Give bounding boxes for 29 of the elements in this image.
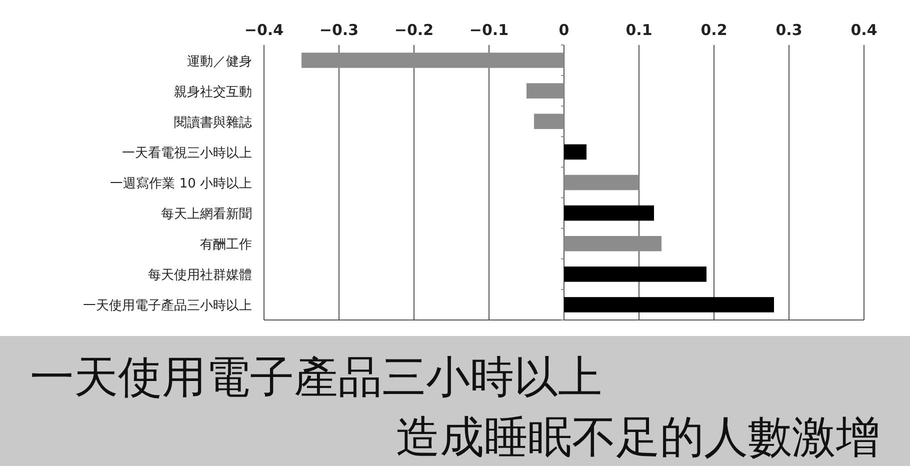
bar [534,114,564,130]
bar [564,174,639,190]
y-tick-label: 每天使用社群媒體 [148,268,252,284]
x-tick-label: 0.4 [850,21,878,39]
y-tick-label: 運動／健身 [187,54,252,70]
text: 一天使用電子產品三小時以上 [30,352,602,403]
x-tick-label: 0.2 [700,21,728,39]
x-tick-label: −0.4 [244,21,284,39]
text: 造成睡眠不足的人數激增 [396,412,880,463]
bar [526,83,564,98]
bar [564,236,662,252]
y-tick-label: 一天使用電子產品三小時以上 [83,298,252,314]
x-tick-label: 0 [558,21,570,39]
y-tick-label: 每天上網看新聞 [161,207,252,222]
x-tick-label: 0.3 [776,21,802,39]
x-tick-label: −0.3 [319,21,359,39]
x-tick-label: 0.1 [626,21,652,39]
x-tick-label: −0.2 [394,21,434,39]
y-tick-label: 一天看電視三小時以上 [122,146,252,161]
bar [564,266,706,282]
bar [564,144,586,160]
y-tick-label: 一週寫作業 10 小時以上 [110,176,252,192]
bar [564,297,774,312]
bar [302,52,564,68]
y-tick-label: 親身社交互動 [174,84,252,100]
y-tick-label: 有酬工作 [200,238,252,253]
y-tick-label: 閱讀書與雜誌 [174,115,252,130]
bar [564,205,654,221]
x-tick-label: −0.1 [469,21,509,39]
